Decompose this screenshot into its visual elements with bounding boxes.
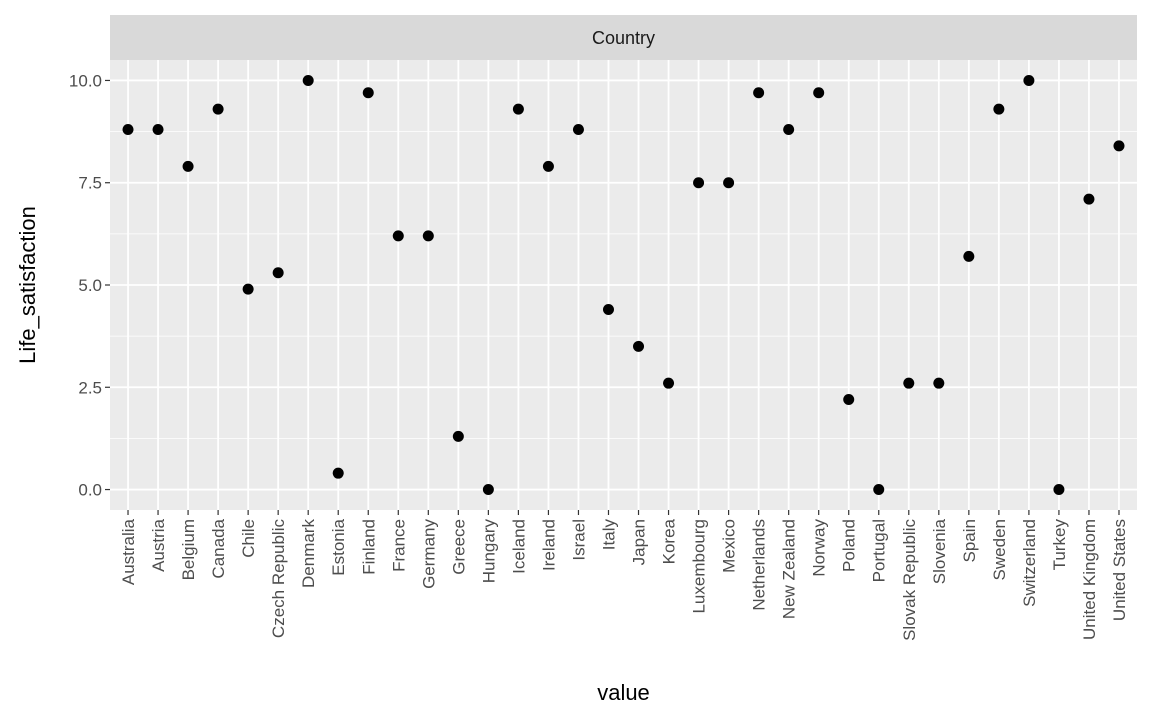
data-point	[1023, 74, 1035, 86]
data-point	[392, 230, 404, 242]
data-point	[1083, 193, 1095, 205]
data-point	[933, 377, 945, 389]
x-tick-label: Chile	[239, 519, 258, 558]
data-point	[182, 160, 194, 172]
y-tick-label: 2.5	[78, 378, 102, 397]
data-point	[723, 177, 735, 189]
x-tick-label: Spain	[960, 519, 979, 562]
x-tick-label: Belgium	[179, 519, 198, 580]
x-tick-label: Germany	[419, 519, 438, 589]
data-point	[693, 177, 705, 189]
data-point	[212, 103, 224, 115]
data-point	[482, 484, 494, 496]
x-tick-label: Canada	[209, 518, 228, 578]
x-tick-label: Greece	[449, 519, 468, 575]
y-tick-label: 5.0	[78, 276, 102, 295]
x-tick-label: United Kingdom	[1080, 519, 1099, 640]
x-tick-label: Slovenia	[930, 518, 949, 584]
data-point	[783, 124, 795, 136]
data-point	[512, 103, 524, 115]
data-point	[422, 230, 434, 242]
y-axis-title: Life_satisfaction	[15, 206, 40, 364]
x-tick-label: Poland	[840, 519, 859, 572]
data-point	[332, 467, 344, 479]
data-point	[1113, 140, 1125, 152]
x-tick-label: Japan	[630, 519, 649, 565]
x-tick-label: Sweden	[990, 519, 1009, 580]
x-tick-label: Mexico	[720, 519, 739, 573]
x-tick-label: Luxembourg	[690, 519, 709, 614]
x-tick-label: Turkey	[1050, 519, 1069, 571]
x-tick-label: Austria	[149, 518, 168, 571]
data-point	[272, 267, 284, 279]
data-point	[302, 74, 314, 86]
x-tick-label: Czech Republic	[269, 519, 288, 639]
data-point	[903, 377, 915, 389]
x-tick-label: Finland	[359, 519, 378, 575]
x-tick-label: Italy	[599, 519, 618, 551]
data-point	[993, 103, 1005, 115]
x-tick-label: Switzerland	[1020, 519, 1039, 607]
x-tick-label: Australia	[119, 518, 138, 585]
data-point	[542, 160, 554, 172]
x-tick-label: France	[389, 519, 408, 572]
x-tick-label: Slovak Republic	[900, 519, 919, 641]
data-point	[753, 87, 765, 99]
x-tick-label: United States	[1110, 519, 1129, 621]
y-tick-label: 7.5	[78, 174, 102, 193]
data-point	[452, 430, 464, 442]
x-tick-label: Netherlands	[750, 519, 769, 611]
x-axis-title: value	[597, 680, 650, 705]
facet-strip-label: Country	[592, 28, 655, 48]
data-point	[362, 87, 374, 99]
data-point	[242, 283, 254, 295]
data-point	[813, 87, 825, 99]
y-tick-label: 0.0	[78, 481, 102, 500]
data-point	[873, 484, 885, 496]
facet-strip	[110, 15, 1137, 60]
data-point	[572, 124, 584, 136]
x-tick-label: Norway	[810, 519, 829, 577]
x-tick-label: Hungary	[479, 519, 498, 584]
data-point	[122, 124, 134, 136]
y-tick-label: 10.0	[69, 71, 102, 90]
x-tick-label: Ireland	[539, 519, 558, 571]
data-point	[152, 124, 164, 136]
data-point	[963, 250, 975, 262]
data-point	[1053, 484, 1065, 496]
data-point	[843, 394, 855, 406]
x-tick-label: Estonia	[329, 518, 348, 575]
data-point	[602, 304, 614, 316]
x-tick-label: Denmark	[299, 519, 318, 588]
data-point	[663, 377, 675, 389]
x-tick-label: Iceland	[509, 519, 528, 574]
x-tick-label: Korea	[660, 518, 679, 564]
x-tick-label: Portugal	[870, 519, 889, 582]
x-tick-label: New Zealand	[780, 519, 799, 619]
data-point	[633, 340, 645, 352]
x-tick-label: Israel	[569, 519, 588, 561]
